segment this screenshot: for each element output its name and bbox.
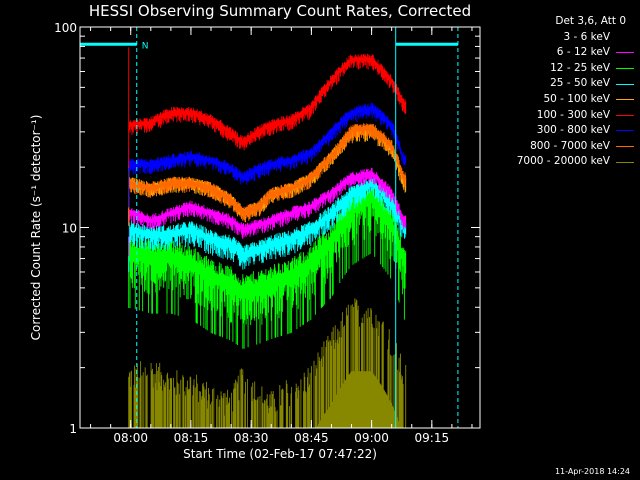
legend-label: 100 - 300 keV <box>536 108 610 121</box>
chart-title: HESSI Observing Summary Count Rates, Cor… <box>88 2 472 20</box>
legend-swatch <box>616 83 634 85</box>
legend-entry: 3 - 6 keV <box>484 30 634 46</box>
plot-frame <box>79 26 481 429</box>
x-tick-label: 08:15 <box>174 431 209 445</box>
generated-timestamp: 11-Apr-2018 14:24 <box>554 467 630 476</box>
legend-label: 6 - 12 keV <box>556 46 610 59</box>
series-7000to20000keV-trace <box>128 298 407 428</box>
y-tick-label: 10 <box>62 222 77 236</box>
legend-entry: 25 - 50 keV <box>484 76 634 92</box>
legend-title: Det 3,6, Att 0 <box>555 15 626 27</box>
legend-entry: 7000 - 20000 keV <box>484 154 634 170</box>
legend: Det 3,6, Att 0 3 - 6 keV 6 - 12 keV 12 - 2… <box>484 14 634 170</box>
legend-label: 3 - 6 keV <box>563 30 610 43</box>
legend-label: 800 - 7000 keV <box>530 139 610 152</box>
legend-label: 7000 - 20000 keV <box>516 155 610 168</box>
legend-swatch <box>616 114 634 116</box>
legend-swatch <box>616 68 634 70</box>
legend-label: 25 - 50 keV <box>550 77 610 90</box>
series-100to300keV-trace <box>128 47 407 168</box>
legend-label: 50 - 100 keV <box>543 92 610 105</box>
y-tick-label: 100 <box>54 21 77 35</box>
x-tick-label: 08:30 <box>234 431 269 445</box>
legend-swatch <box>616 146 634 148</box>
series-12to25keV-trace <box>128 182 407 349</box>
legend-swatch <box>616 99 634 101</box>
legend-entry: 800 - 7000 keV <box>484 139 634 155</box>
y-tick-label: 1 <box>69 422 77 436</box>
x-axis-label: Start Time (02-Feb-17 07:47:22) <box>183 447 377 461</box>
legend-entry: 12 - 25 keV <box>484 61 634 77</box>
legend-entry: 6 - 12 keV <box>484 45 634 61</box>
legend-swatch <box>616 36 634 38</box>
x-tick-label: 08:45 <box>294 431 329 445</box>
legend-entry: 300 - 800 keV <box>484 123 634 139</box>
legend-label: 300 - 800 keV <box>536 124 610 137</box>
legend-swatch <box>616 52 634 54</box>
legend-swatch <box>616 130 634 132</box>
legend-label: 12 - 25 keV <box>550 61 610 74</box>
x-tick-label: 08:00 <box>113 431 148 445</box>
flag-label: N <box>142 41 149 51</box>
legend-swatch <box>616 161 634 163</box>
legend-entry: 100 - 300 keV <box>484 108 634 124</box>
y-axis-label: Corrected Count Rate (s⁻¹ detector⁻¹) <box>29 115 43 341</box>
x-tick-label: 09:00 <box>354 431 389 445</box>
legend-entry: 50 - 100 keV <box>484 92 634 108</box>
x-tick-label: 09:15 <box>415 431 450 445</box>
